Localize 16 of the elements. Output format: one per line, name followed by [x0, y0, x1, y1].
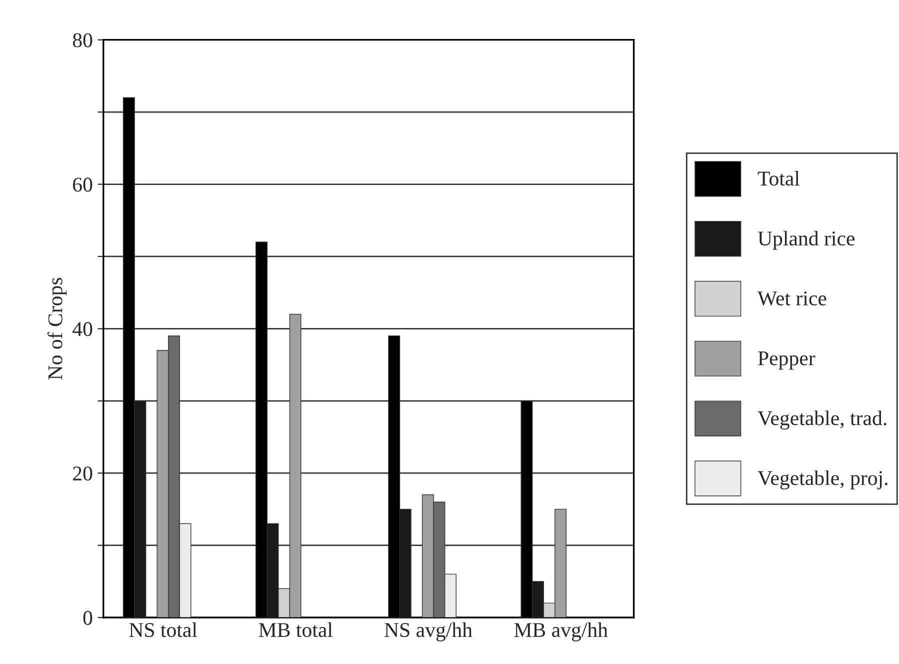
y-tick-label: 60	[73, 178, 92, 192]
y-tick-label: 40	[72, 322, 92, 336]
legend-label: Total	[758, 170, 800, 186]
legend-label: Upland rice	[758, 230, 855, 250]
x-tick-label: MB avg/hh	[514, 622, 608, 642]
legend-label: Vegetable, proj.	[758, 470, 888, 490]
y-tick-label: 80	[72, 33, 92, 48]
y-axis-title: No of Crops	[47, 278, 67, 380]
legend-label: Pepper	[758, 351, 816, 370]
legend-label: Vegetable, trad.	[758, 410, 886, 430]
legend-label: Wet rice	[757, 291, 826, 306]
x-tick-label: MB total	[258, 622, 333, 638]
y-tick-label: 0	[83, 610, 92, 625]
x-tick-label: NS total	[129, 622, 198, 638]
x-tick-label: NS avg/hh	[384, 622, 472, 642]
y-tick-label: 20	[73, 466, 92, 481]
